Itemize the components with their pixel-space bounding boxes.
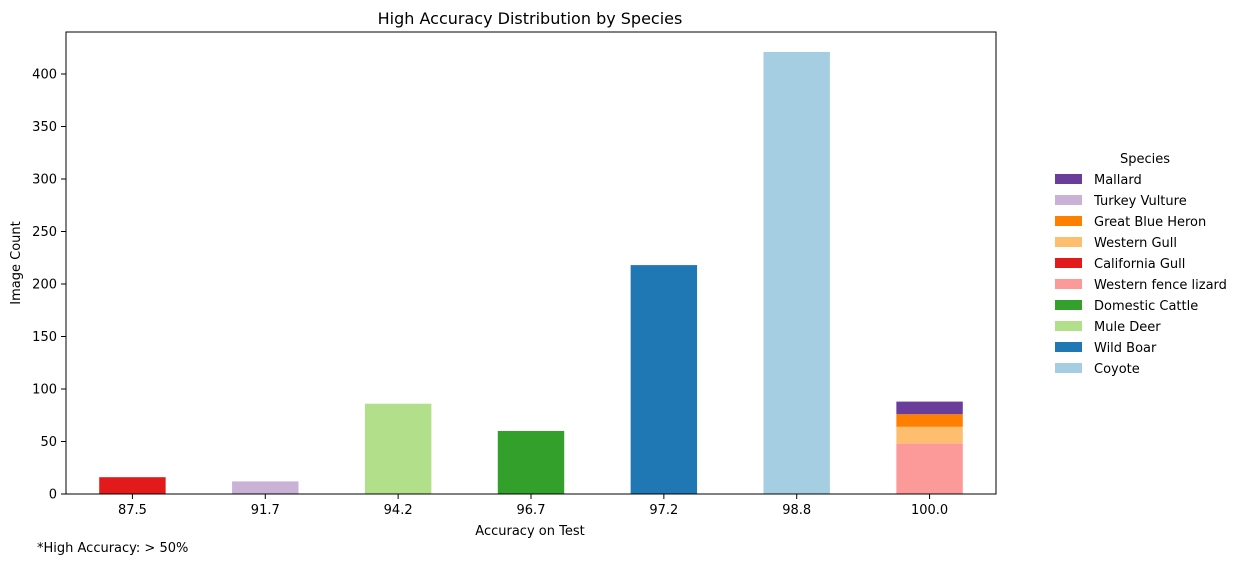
legend-swatch (1055, 258, 1082, 268)
bar-great-blue-heron-100.0 (896, 414, 963, 427)
bar-wild-boar-97.2 (630, 265, 698, 494)
y-tick-label: 250 (32, 225, 57, 240)
legend-label: Western Gull (1094, 236, 1177, 251)
y-tick-label: 200 (32, 278, 57, 293)
y-tick-label: 350 (32, 120, 57, 135)
legend-swatch (1055, 300, 1082, 310)
legend-swatch (1055, 321, 1082, 331)
legend-label: Wild Boar (1094, 341, 1157, 356)
plot-area: 87.5 91.7 94.2 96.7 97.2 98.8 100.0 0 50 100 150 20… (32, 31, 997, 518)
legend-title: Species (1120, 152, 1170, 167)
y-tick-label: 50 (40, 435, 57, 450)
bar-domestic-cattle-96.7 (497, 431, 565, 494)
y-tick-label: 400 (32, 68, 57, 83)
legend-swatch (1055, 174, 1082, 184)
y-axis-label: Image Count (9, 221, 24, 304)
bar-turkey-vulture-91.7 (232, 481, 299, 494)
legend-label: Mule Deer (1094, 320, 1161, 335)
bar-mule-deer-94.2 (364, 403, 432, 494)
bar-western-gull-100.0 (896, 426, 963, 444)
x-tick-label: 96.7 (517, 503, 546, 518)
legend-label: Turkey Vulture (1093, 194, 1187, 209)
legend: Species Mallard Turkey Vulture Great Blue … (1055, 152, 1227, 377)
legend-label: California Gull (1094, 257, 1185, 272)
x-tick-label: 100.0 (911, 503, 948, 518)
bar-western-fence-lizard-100.0 (896, 443, 963, 494)
x-tick-label: 91.7 (251, 503, 280, 518)
y-tick-label: 300 (32, 173, 57, 188)
legend-label: Great Blue Heron (1094, 215, 1206, 230)
y-tick-label: 150 (32, 330, 57, 345)
legend-swatch (1055, 237, 1082, 247)
legend-label: Domestic Cattle (1094, 299, 1198, 314)
legend-label: Western fence lizard (1094, 278, 1227, 293)
chart-title: High Accuracy Distribution by Species (378, 9, 683, 28)
y-tick-label: 100 (32, 383, 57, 398)
legend-swatch (1055, 195, 1082, 205)
x-tick-label: 97.2 (649, 503, 678, 518)
bar-california-gull-87.5 (99, 477, 166, 494)
x-axis-label: Accuracy on Test (475, 524, 584, 539)
legend-swatch (1055, 363, 1082, 373)
axes-frame (65, 31, 997, 495)
bar-coyote-98.8 (763, 51, 830, 494)
bar-mallard-100.0 (896, 401, 963, 415)
legend-swatch (1055, 279, 1082, 289)
footnote: *High Accuracy: > 50% (37, 541, 189, 556)
legend-label: Coyote (1094, 362, 1140, 377)
x-tick-label: 94.2 (384, 503, 413, 518)
legend-swatch (1055, 216, 1082, 226)
y-tick-label: 0 (49, 488, 57, 503)
legend-label: Mallard (1094, 173, 1142, 188)
legend-swatch (1055, 342, 1082, 352)
x-tick-label: 87.5 (118, 503, 147, 518)
x-tick-label: 98.8 (782, 503, 811, 518)
